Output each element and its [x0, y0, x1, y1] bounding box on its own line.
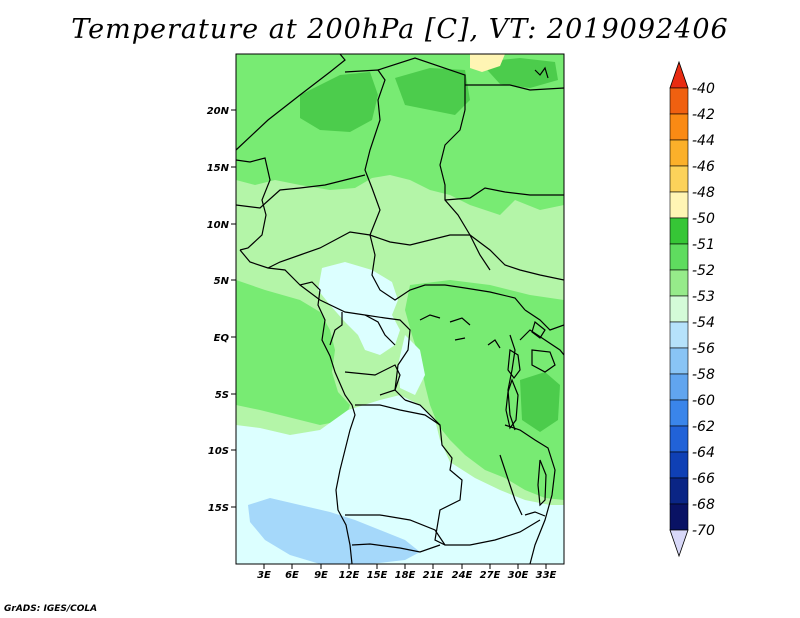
- colorbar-box: [669, 451, 689, 479]
- lon-axis: 3E 6E 9E 12E 15E 18E 21E 24E 27E 30E 33E: [257, 564, 557, 581]
- lat-label: 10S: [208, 446, 229, 457]
- lon-label: 21E: [423, 570, 444, 581]
- field-mid-green-west: [236, 280, 350, 425]
- colorbar-label: -56: [692, 341, 715, 357]
- lat-label: 10N: [207, 220, 230, 231]
- colorbar-label: -54: [692, 315, 715, 331]
- colorbar-box: [669, 321, 689, 349]
- field-light-cyan-central: [318, 262, 400, 355]
- lat-label: 20N: [207, 106, 230, 117]
- colorbar-boxes: [669, 87, 689, 531]
- colorbar-label: -52: [692, 263, 715, 279]
- field-dark-green-north-2: [395, 68, 470, 115]
- lon-label: 6E: [285, 570, 299, 581]
- lon-label: 12E: [339, 570, 360, 581]
- colorbar-label: -42: [692, 107, 715, 123]
- lon-label: 3E: [257, 570, 271, 581]
- colorbar-box: [669, 503, 689, 531]
- colorbar-box: [669, 399, 689, 427]
- colorbar-box: [669, 217, 689, 245]
- map-area: [236, 54, 564, 564]
- lon-label: 33E: [536, 570, 557, 581]
- lon-label: 15E: [367, 570, 388, 581]
- colorbar-labels: -40 -42 -44 -46 -48 -50 -51 -52 -53 -54 …: [692, 81, 715, 539]
- field-dark-green-east: [520, 372, 560, 432]
- lon-label: 9E: [314, 570, 328, 581]
- colorbar-label: -68: [692, 497, 715, 513]
- lon-label: 18E: [395, 570, 416, 581]
- colorbar-label: -70: [692, 523, 715, 539]
- colorbar-label: -53: [692, 289, 715, 305]
- colorbar-box: [669, 87, 689, 115]
- lat-label: 5N: [214, 276, 230, 287]
- colorbar-label: -62: [692, 419, 715, 435]
- lat-label: EQ: [214, 333, 230, 344]
- colorbar-label: -51: [692, 237, 715, 253]
- map-frame: [235, 53, 565, 565]
- lon-label: 30E: [508, 570, 529, 581]
- field-cyan-angola: [398, 335, 425, 395]
- lat-label: 15N: [207, 163, 230, 174]
- field-dark-green-north-1: [300, 72, 378, 132]
- lat-label: 5S: [215, 390, 229, 401]
- colorbar-box: [669, 373, 689, 401]
- field-deep-cyan-small: [355, 542, 385, 562]
- colorbar-label: -58: [692, 367, 715, 383]
- colorbar-label: -44: [692, 133, 715, 149]
- colorbar-box: [669, 425, 689, 453]
- lat-label: 15S: [208, 503, 229, 514]
- lat-axis: 20N 15N 10N 5N EQ 5S 10S 15S: [207, 106, 236, 514]
- colorbar-box: [669, 165, 689, 193]
- chart-title: Temperature at 200hPa [C], VT: 201909240…: [71, 14, 729, 45]
- colorbar-label: -46: [692, 159, 715, 175]
- colorbar: -40 -42 -44 -46 -48 -50 -51 -52 -53 -54 …: [669, 60, 715, 558]
- colorbar-box: [669, 477, 689, 505]
- colorbar-label: -66: [692, 471, 715, 487]
- colorbar-label: -50: [692, 211, 715, 227]
- colorbar-box: [669, 295, 689, 323]
- colorbar-box: [669, 269, 689, 297]
- lon-label: 24E: [452, 570, 473, 581]
- colorbar-box: [669, 191, 689, 219]
- colorbar-box: [669, 139, 689, 167]
- colorbar-box: [669, 113, 689, 141]
- colorbar-label: -40: [692, 81, 715, 97]
- lon-label: 27E: [480, 570, 501, 581]
- colorbar-box: [669, 243, 689, 271]
- colorbar-box: [669, 347, 689, 375]
- colorbar-label: -48: [692, 185, 715, 201]
- colorbar-label: -64: [692, 445, 715, 461]
- colorbar-top-arrow: [669, 60, 689, 89]
- credit-text: GrADS: IGES/COLA: [4, 604, 98, 614]
- country-borders: [236, 54, 564, 564]
- field-yellow-spot: [470, 54, 505, 72]
- colorbar-bottom-arrow: [669, 529, 689, 558]
- colorbar-label: -60: [692, 393, 715, 409]
